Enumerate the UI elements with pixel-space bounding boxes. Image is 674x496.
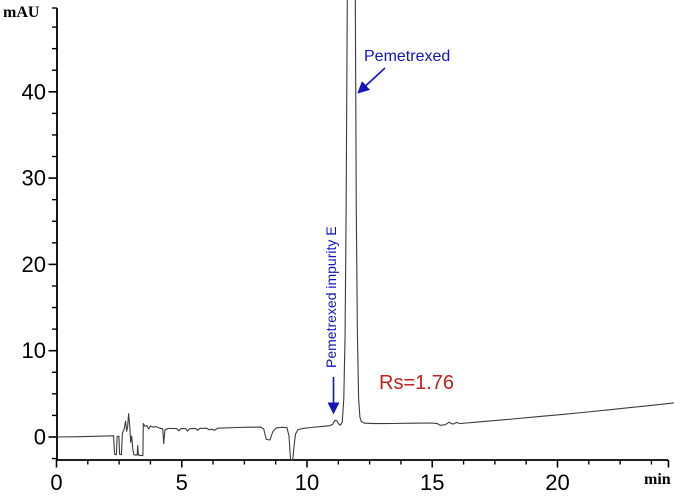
pemetrexed-arrow bbox=[357, 67, 386, 94]
x-tick-label: 5 bbox=[176, 470, 188, 495]
x-tick-label: 20 bbox=[545, 470, 569, 495]
x-tick-label: 15 bbox=[420, 470, 444, 495]
resolution-value: Rs=1.76 bbox=[379, 372, 454, 394]
y-axis-title: mAU bbox=[3, 4, 40, 21]
x-tick-label: 10 bbox=[295, 470, 319, 495]
chromatogram-trace bbox=[56, 0, 674, 461]
impurity-peak-label: Pemetrexed impurity E bbox=[323, 226, 339, 368]
pemetrexed-peak-label: Pemetrexed bbox=[364, 48, 450, 65]
x-tick-label: 0 bbox=[50, 470, 62, 495]
axes: 0 5 10 15 20 0 10 20 30 40 bbox=[22, 7, 670, 495]
y-tick-label: 10 bbox=[22, 338, 46, 363]
y-tick-label: 0 bbox=[34, 425, 46, 450]
y-tick-label: 40 bbox=[22, 79, 46, 104]
y-tick-label: 20 bbox=[22, 252, 46, 277]
x-axis-title: min bbox=[644, 471, 671, 488]
y-tick-label: 30 bbox=[22, 166, 46, 191]
